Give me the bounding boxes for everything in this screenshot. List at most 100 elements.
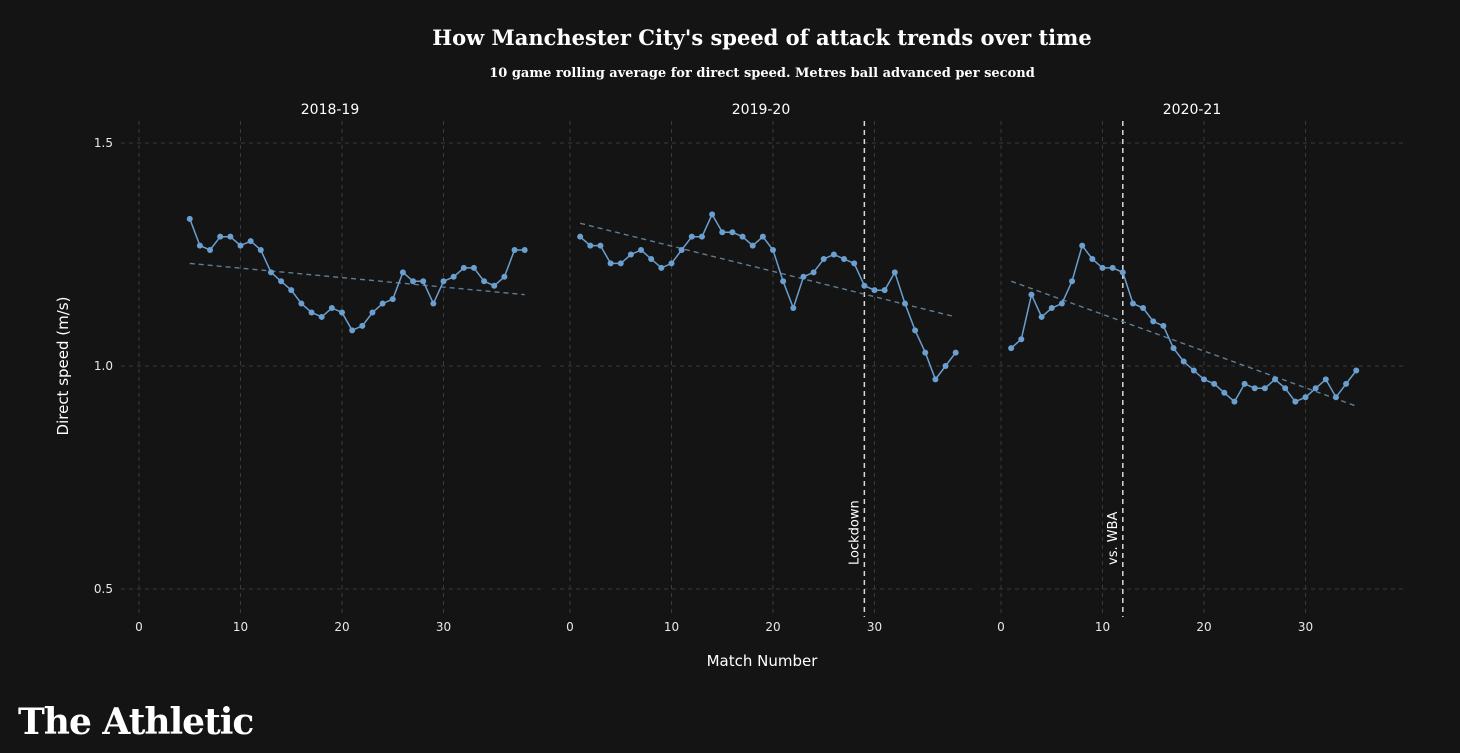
- panels: 0 10 20 30 2018-19 0 10 20 30 2019-20 Lockdown 0 10 2…: [121, 102, 1403, 634]
- trend-line: [1010, 280, 1357, 407]
- data-point: [349, 327, 356, 334]
- data-point: [450, 273, 457, 280]
- facet-label: 2020-21: [1163, 102, 1222, 118]
- data-point: [511, 247, 518, 254]
- y-tick-label: 1.5: [94, 136, 113, 150]
- data-point: [339, 309, 345, 316]
- data-point: [328, 305, 335, 312]
- panel-2020-21: 0 10 20 30 2020-21 vs. WBA: [983, 102, 1403, 634]
- data-point: [257, 247, 264, 254]
- data-point: [1099, 264, 1106, 271]
- data-point: [521, 247, 528, 254]
- data-point: [1170, 345, 1177, 352]
- data-point: [810, 269, 817, 276]
- data-point: [820, 255, 827, 262]
- chart-title: How Manchester City's speed of attack tr…: [432, 25, 1091, 50]
- annotation-label: vs. WBA: [1106, 511, 1121, 565]
- y-tick-label: 0.5: [94, 582, 113, 596]
- data-point: [1109, 264, 1116, 271]
- data-point: [1089, 255, 1096, 262]
- data-point: [1241, 380, 1248, 387]
- data-point: [607, 260, 614, 267]
- data-point: [1353, 367, 1360, 374]
- data-point: [227, 233, 234, 240]
- data-point: [1282, 385, 1289, 392]
- data-point: [841, 255, 848, 262]
- data-point: [1302, 394, 1309, 401]
- data-point: [597, 242, 604, 249]
- data-point: [577, 233, 584, 240]
- x-tick-label: 30: [436, 620, 451, 634]
- data-point: [481, 278, 488, 285]
- data-point: [460, 264, 467, 271]
- data-point: [399, 269, 406, 276]
- data-point: [267, 269, 274, 276]
- data-point: [491, 282, 498, 289]
- data-point: [688, 233, 695, 240]
- data-point: [891, 269, 898, 276]
- data-point: [1119, 269, 1126, 276]
- data-point: [719, 229, 726, 236]
- data-point: [729, 229, 736, 236]
- data-point: [1150, 318, 1157, 325]
- data-point: [759, 233, 766, 240]
- data-point: [1292, 398, 1299, 405]
- data-point: [420, 278, 427, 285]
- data-point: [308, 309, 315, 316]
- data-point: [830, 251, 837, 258]
- the-athletic-logo: The Athletic: [18, 701, 253, 743]
- y-axis: 0.5 1.0 1.5: [94, 136, 113, 596]
- data-point: [709, 211, 716, 218]
- data-point: [430, 300, 437, 307]
- x-tick-label: 0: [566, 620, 574, 634]
- data-point: [749, 242, 756, 249]
- data-point: [237, 242, 244, 249]
- data-point: [790, 305, 797, 312]
- data-point: [871, 287, 878, 294]
- data-point: [207, 247, 214, 254]
- data-point: [1211, 380, 1218, 387]
- data-point: [851, 260, 858, 267]
- data-point: [678, 247, 685, 254]
- data-point: [1272, 376, 1279, 383]
- data-point: [617, 260, 624, 267]
- series-line: [189, 218, 525, 332]
- data-point: [247, 238, 254, 245]
- x-tick-label: 0: [997, 620, 1005, 634]
- trend-line: [579, 222, 956, 318]
- data-point: [389, 296, 396, 303]
- data-point: [1008, 345, 1015, 352]
- data-point: [1201, 376, 1207, 383]
- y-axis-title: Direct speed (m/s): [54, 297, 72, 436]
- data-point: [278, 278, 285, 285]
- x-tick-label: 20: [334, 620, 349, 634]
- data-point: [1079, 242, 1086, 249]
- data-point: [1221, 389, 1228, 396]
- x-tick-label: 30: [1298, 620, 1313, 634]
- data-point: [1251, 385, 1258, 392]
- data-point: [627, 251, 634, 258]
- data-point: [318, 313, 325, 320]
- data-point: [369, 309, 376, 316]
- annotation-label: Lockdown: [847, 500, 862, 565]
- data-point: [1343, 380, 1350, 387]
- data-point: [1069, 278, 1076, 285]
- panel-2018-19: 0 10 20 30 2018-19: [121, 102, 541, 634]
- data-point: [1058, 300, 1065, 307]
- data-point: [1160, 322, 1167, 329]
- data-point: [1140, 305, 1147, 312]
- data-point: [1190, 367, 1197, 374]
- data-point: [1231, 398, 1238, 405]
- x-tick-label: 0: [135, 620, 143, 634]
- chart-subtitle: 10 game rolling average for direct speed…: [489, 66, 1035, 81]
- series-line: [1010, 243, 1357, 403]
- x-tick-label: 20: [1196, 620, 1211, 634]
- data-point: [912, 327, 919, 334]
- data-point: [770, 247, 776, 254]
- data-point: [1018, 336, 1025, 343]
- data-point: [470, 264, 477, 271]
- data-point: [587, 242, 594, 249]
- data-point: [410, 278, 417, 285]
- data-point: [186, 215, 193, 222]
